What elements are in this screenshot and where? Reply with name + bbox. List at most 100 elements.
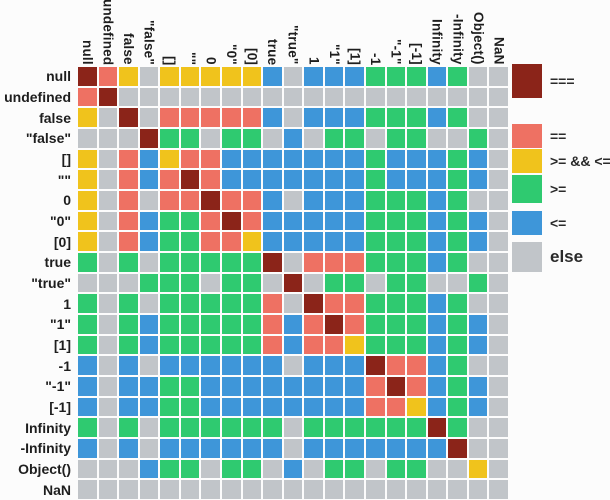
matrix-cell — [242, 273, 262, 293]
col-label-text: "" — [182, 51, 198, 65]
matrix-cell — [78, 149, 97, 169]
matrix-cell — [283, 356, 303, 375]
matrix-cell — [345, 128, 364, 148]
matrix-cell — [365, 418, 385, 437]
matrix-cell — [78, 190, 97, 210]
comparison-matrix: null undefined false "false"[] "" 0 "0" [0] true… — [4, 0, 508, 499]
col-label-text: 0 — [203, 57, 219, 65]
matrix-cell — [242, 108, 262, 127]
matrix-cell — [119, 87, 138, 107]
matrix-cell — [78, 211, 97, 231]
matrix-cell — [324, 87, 344, 107]
matrix-cell — [180, 459, 200, 479]
matrix-cell — [283, 67, 303, 86]
matrix-cell — [448, 252, 467, 272]
matrix-cell — [448, 211, 467, 231]
matrix-cell — [160, 252, 179, 272]
matrix-cell — [283, 273, 303, 293]
col-label-text: "1" — [326, 44, 342, 65]
matrix-cell — [365, 170, 385, 189]
matrix-cell — [468, 376, 488, 396]
matrix-cell — [448, 459, 467, 479]
matrix-cell — [489, 211, 508, 231]
col-label-text: [] — [162, 55, 178, 65]
matrix-cell — [180, 273, 200, 293]
matrix-cell — [242, 376, 262, 396]
matrix-cell — [263, 335, 282, 355]
matrix-cell — [427, 149, 447, 169]
col-label-text: "-1" — [388, 39, 404, 65]
matrix-cell — [242, 438, 262, 458]
col-label-text: "true" — [285, 25, 301, 65]
matrix-cell — [468, 314, 488, 334]
matrix-cell — [407, 190, 426, 210]
matrix-cell — [263, 273, 282, 293]
matrix-cell — [365, 356, 385, 375]
matrix-cell — [221, 294, 241, 313]
matrix-cell — [78, 480, 97, 499]
matrix-cell — [365, 252, 385, 272]
matrix-cell — [427, 459, 447, 479]
matrix-cell — [139, 232, 159, 251]
matrix-cell — [221, 356, 241, 375]
matrix-cell — [304, 480, 323, 499]
matrix-cell — [119, 480, 138, 499]
matrix-cell — [345, 294, 364, 313]
matrix-cell — [221, 211, 241, 231]
legend-item-X: else — [512, 242, 583, 272]
matrix-cell — [448, 480, 467, 499]
matrix-cell — [283, 314, 303, 334]
matrix-cell — [427, 397, 447, 417]
legend: === == >= && <= >= <= else — [512, 0, 610, 300]
matrix-cell — [201, 376, 220, 396]
matrix-cell — [283, 397, 303, 417]
matrix-cell — [180, 418, 200, 437]
matrix-cell — [119, 252, 138, 272]
matrix-cell — [98, 211, 118, 231]
matrix-cell — [283, 294, 303, 313]
legend-swatch — [512, 124, 542, 148]
matrix-cell — [345, 87, 364, 107]
matrix-cell — [427, 211, 447, 231]
matrix-cell — [407, 397, 426, 417]
matrix-cell — [407, 356, 426, 375]
matrix-cell — [324, 459, 344, 479]
matrix-cell — [160, 335, 179, 355]
row-label-20: NaN — [42, 481, 71, 498]
matrix-cell — [78, 170, 97, 189]
matrix-cell — [201, 294, 220, 313]
matrix-cell — [448, 294, 467, 313]
matrix-cell — [263, 438, 282, 458]
matrix-cell — [263, 190, 282, 210]
matrix-cell — [201, 418, 220, 437]
matrix-cell — [180, 149, 200, 169]
matrix-cell — [468, 459, 488, 479]
matrix-cell — [263, 87, 282, 107]
col-label-11: 1 — [304, 0, 323, 65]
col-label-text: "false" — [141, 20, 157, 65]
matrix-cell — [78, 87, 97, 107]
legend-item-Q: == — [512, 124, 566, 148]
row-label-18: -Infinity — [20, 440, 71, 457]
matrix-cell — [427, 170, 447, 189]
legend-item-Y: >= && <= — [512, 149, 610, 173]
matrix-cell — [283, 190, 303, 210]
matrix-cell — [78, 376, 97, 396]
matrix-cell — [304, 294, 323, 313]
matrix-cell — [160, 232, 179, 251]
col-label-text: Infinity — [429, 19, 445, 65]
matrix-cell — [139, 314, 159, 334]
col-label-15: "-1" — [387, 0, 406, 65]
matrix-cell — [201, 190, 220, 210]
row-label-10: "true" — [31, 274, 71, 291]
matrix-cell — [448, 418, 467, 437]
matrix-cell — [78, 397, 97, 417]
matrix-cell — [345, 67, 364, 86]
matrix-cell — [139, 128, 159, 148]
matrix-cell — [242, 356, 262, 375]
row-label-6: 0 — [63, 192, 71, 209]
legend-swatch — [512, 64, 542, 98]
matrix-cell — [78, 356, 97, 375]
matrix-cell — [283, 128, 303, 148]
matrix-cell — [242, 87, 262, 107]
